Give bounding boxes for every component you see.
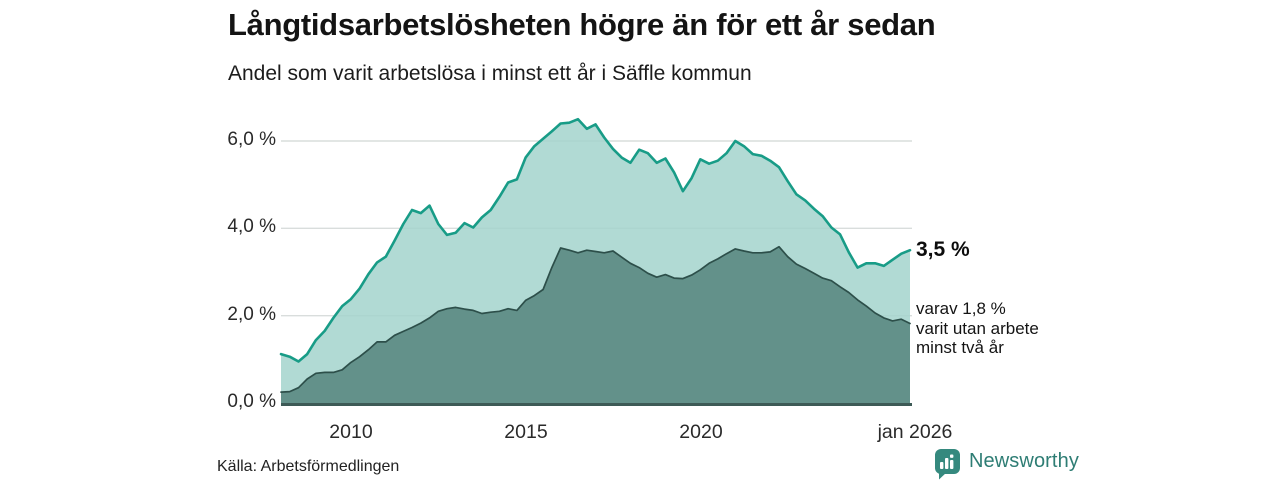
x-axis-tick-2010: 2010 bbox=[329, 421, 373, 443]
newsworthy-logo: Newsworthy bbox=[935, 449, 1079, 480]
x-axis-tick-2020: 2020 bbox=[679, 421, 723, 443]
newsworthy-logo-text: Newsworthy bbox=[969, 450, 1079, 472]
y-axis-tick-0: 0,0 % bbox=[227, 391, 276, 412]
y-axis-tick-4: 4,0 % bbox=[227, 216, 276, 237]
x-axis-tick-2015: 2015 bbox=[504, 421, 548, 443]
source-credit: Källa: Arbetsförmedlingen bbox=[217, 458, 400, 475]
end-value-sub-line-2: varit utan arbete bbox=[916, 318, 1039, 338]
end-value-sub-line-1: varav 1,8 % bbox=[916, 299, 1006, 318]
x-axis-tick-jan-2026: jan 2026 bbox=[877, 421, 953, 443]
page-title: Långtidsarbetslösheten högre än för ett … bbox=[228, 7, 936, 42]
chart-subtitle: Andel som varit arbetslösa i minst ett å… bbox=[228, 62, 752, 85]
end-value-sub-line-3: minst två år bbox=[916, 338, 1004, 357]
end-value-label-two-years: varav 1,8 % varit utan arbete minst två … bbox=[916, 299, 1039, 358]
end-value-label-total: 3,5 % bbox=[916, 238, 970, 261]
y-axis-tick-2: 2,0 % bbox=[227, 304, 276, 325]
newsworthy-logo-icon bbox=[935, 449, 960, 480]
y-axis-tick-6: 6,0 % bbox=[227, 129, 276, 150]
